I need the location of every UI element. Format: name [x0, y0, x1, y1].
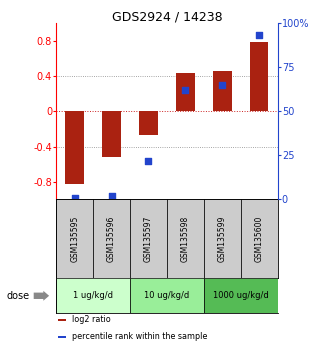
Text: GSM135595: GSM135595	[70, 216, 79, 262]
Bar	[176, 73, 195, 111]
Text: GSM135599: GSM135599	[218, 216, 227, 262]
Text: GSM135597: GSM135597	[144, 216, 153, 262]
Point	[220, 82, 225, 87]
Title: GDS2924 / 14238: GDS2924 / 14238	[112, 10, 222, 23]
Text: 10 ug/kg/d: 10 ug/kg/d	[144, 291, 189, 300]
Bar	[250, 41, 268, 111]
Point	[146, 158, 151, 164]
Bar	[56, 278, 130, 313]
Text: percentile rank within the sample: percentile rank within the sample	[72, 332, 207, 341]
Bar	[130, 199, 167, 278]
Text: GSM135600: GSM135600	[255, 216, 264, 262]
Point	[183, 87, 188, 93]
Bar	[204, 278, 278, 313]
Bar	[102, 111, 121, 157]
Point	[256, 33, 262, 38]
Bar	[93, 199, 130, 278]
Bar	[167, 199, 204, 278]
Text: 1000 ug/kg/d: 1000 ug/kg/d	[213, 291, 269, 300]
Bar	[139, 111, 158, 135]
Text: dose: dose	[6, 291, 30, 301]
Bar	[56, 199, 93, 278]
Bar	[130, 278, 204, 313]
Bar	[213, 71, 231, 111]
Bar	[65, 111, 84, 184]
Text: GSM135596: GSM135596	[107, 216, 116, 262]
Bar	[58, 319, 66, 321]
Bar	[58, 336, 66, 338]
Point	[72, 195, 77, 200]
Text: 1 ug/kg/d: 1 ug/kg/d	[73, 291, 113, 300]
Bar	[204, 199, 241, 278]
Point	[109, 193, 114, 199]
Text: log2 ratio: log2 ratio	[72, 315, 111, 324]
Text: GSM135598: GSM135598	[181, 216, 190, 262]
Bar	[241, 199, 278, 278]
